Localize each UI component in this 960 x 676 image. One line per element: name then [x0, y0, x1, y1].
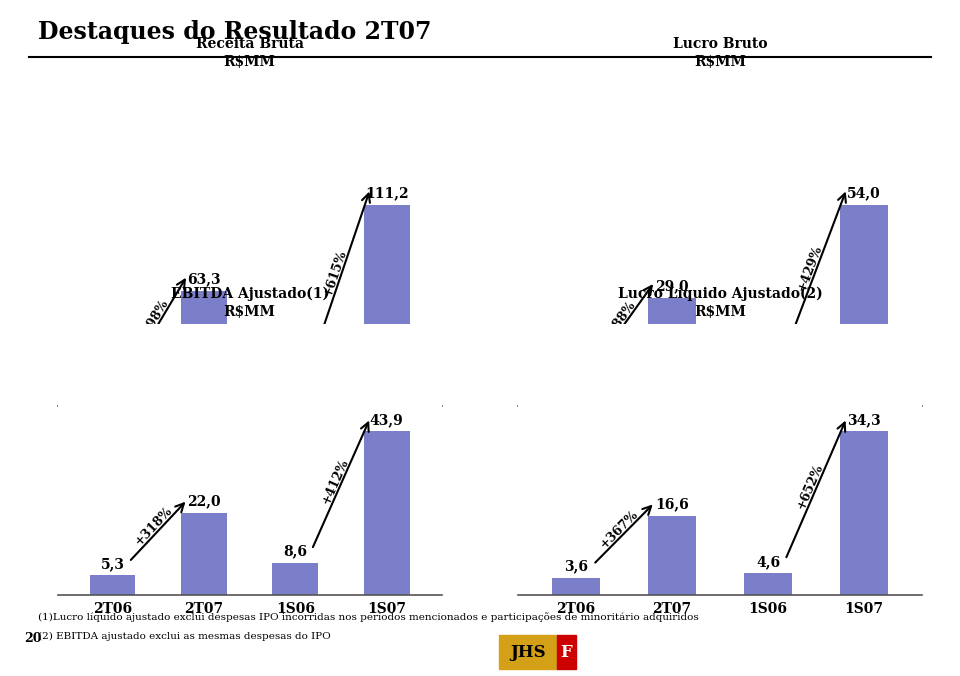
Text: 22,0: 22,0 [187, 495, 221, 508]
Text: Destaques do Resultado 2T07: Destaques do Resultado 2T07 [38, 20, 432, 45]
Text: +318%: +318% [132, 504, 175, 548]
Text: 3,6: 3,6 [564, 560, 588, 573]
Text: 5,3: 5,3 [101, 557, 125, 571]
Text: 8,6: 8,6 [283, 545, 307, 558]
Title: Lucro Bruto
R$MM: Lucro Bruto R$MM [673, 37, 767, 69]
Bar [552, 578, 600, 595]
Text: 15,6: 15,6 [278, 358, 312, 372]
Title: EBITDA Ajustado(1)
R$MM: EBITDA Ajustado(1) R$MM [171, 287, 328, 319]
Text: (2) EBITDA ajustado exclui as mesmas despesas do IPO: (2) EBITDA ajustado exclui as mesmas des… [38, 632, 331, 641]
Text: +388%: +388% [599, 297, 638, 344]
Text: 20: 20 [24, 632, 41, 645]
Bar [648, 298, 696, 406]
Text: 5,9: 5,9 [564, 364, 588, 379]
Text: (1)Lucro líquido ajustado exclui despesas IPO incorridas nos períodos mencionado: (1)Lucro líquido ajustado exclui despesa… [38, 612, 699, 621]
Bar [840, 205, 888, 406]
Bar [744, 573, 792, 595]
Bar [648, 516, 696, 595]
Bar [840, 431, 888, 595]
Bar [273, 563, 318, 595]
Text: +652%: +652% [795, 462, 826, 511]
Text: 111,2: 111,2 [365, 186, 409, 200]
Text: 54,0: 54,0 [847, 186, 881, 200]
Text: +615%: +615% [321, 248, 348, 298]
Bar [364, 431, 410, 595]
Text: F: F [561, 644, 572, 661]
Bar [744, 368, 792, 406]
Text: JHS: JHS [510, 644, 545, 661]
Bar [181, 513, 227, 595]
Text: 4,6: 4,6 [756, 555, 780, 569]
Bar [364, 205, 410, 406]
Text: 63,3: 63,3 [187, 272, 221, 287]
Title: Receita Bruta
R$MM: Receita Bruta R$MM [196, 37, 303, 69]
Title: Lucro Líquido Ajustado(2)
R$MM: Lucro Líquido Ajustado(2) R$MM [617, 286, 823, 319]
Text: +367%: +367% [598, 507, 641, 551]
Text: 16,6: 16,6 [655, 498, 689, 512]
Bar [557, 635, 576, 669]
Text: +598%: +598% [134, 297, 171, 345]
Bar [273, 377, 318, 406]
Bar [499, 635, 557, 669]
Bar [89, 389, 135, 406]
Text: +412%: +412% [320, 456, 351, 506]
Bar [552, 384, 600, 406]
Bar [181, 291, 227, 406]
Text: 9,1: 9,1 [101, 370, 125, 384]
Text: 34,3: 34,3 [847, 413, 881, 427]
Text: 10,2: 10,2 [751, 349, 785, 362]
Text: +429%: +429% [795, 243, 825, 293]
Text: 29,0: 29,0 [655, 279, 689, 293]
Text: 43,9: 43,9 [370, 413, 403, 427]
Bar [89, 575, 135, 595]
